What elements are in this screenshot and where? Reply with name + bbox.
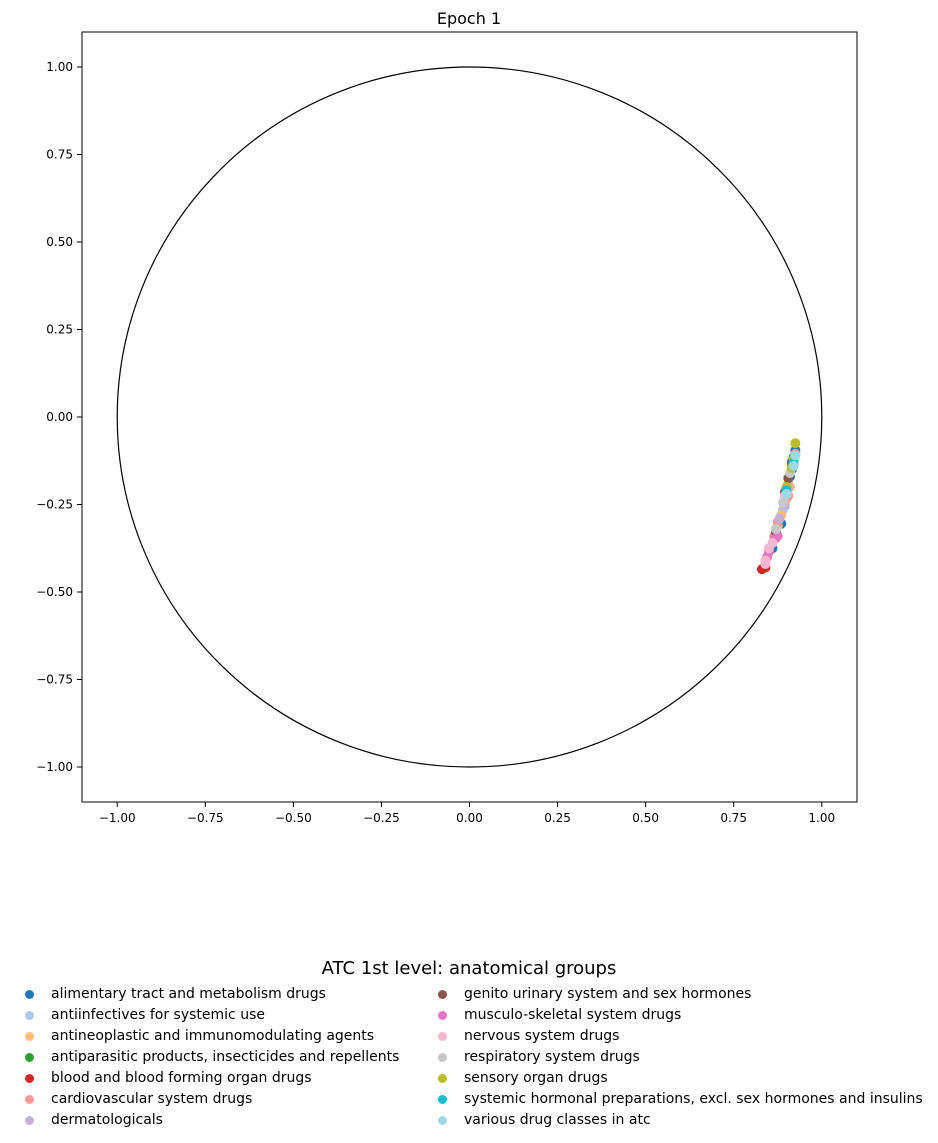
scatter-point (770, 524, 781, 534)
x-tick-label: 0.00 (456, 811, 483, 825)
scatter-point (774, 513, 785, 524)
x-tick-label: −0.75 (187, 811, 224, 825)
scatter-point (790, 450, 801, 461)
legend-marker-icon (25, 1074, 34, 1083)
legend-marker-icon (438, 1032, 447, 1041)
legend-marker-icon (25, 1116, 34, 1125)
scatter-chart: Epoch 1 −1.00 −0.75 −0.50 −0.25 0.00 0.25 0.50… (36, 9, 858, 825)
legend-label: antiinfectives for systemic use (51, 1007, 265, 1023)
legend-marker-icon (25, 1095, 34, 1104)
y-axis-ticks: −1.00 −0.75 −0.50 −0.25 0.00 0.25 0.50 0.75 1.00 (36, 60, 82, 774)
legend-label: various drug classes in atc (464, 1112, 651, 1128)
y-tick-label: 0.75 (46, 148, 73, 162)
legend-marker-icon (438, 1074, 447, 1083)
legend-marker-icon (25, 1011, 34, 1020)
points-layer (756, 438, 801, 575)
y-tick-label: −0.25 (36, 498, 73, 512)
x-axis-ticks: −1.00 −0.75 −0.50 −0.25 0.00 0.25 0.50 0.75 1.00 (99, 802, 835, 825)
y-tick-label: −0.75 (36, 673, 73, 687)
legend-marker-icon (438, 1095, 447, 1104)
legend-label: genito urinary system and sex hormones (464, 986, 752, 1002)
x-tick-label: −1.00 (99, 811, 136, 825)
y-tick-label: 0.25 (46, 323, 73, 337)
legend-label: dermatologicals (51, 1112, 163, 1128)
legend-label: systemic hormonal preparations, excl. se… (464, 1091, 923, 1107)
x-tick-label: 0.75 (720, 811, 747, 825)
y-tick-label: −1.00 (36, 760, 73, 774)
x-tick-label: 0.50 (632, 811, 659, 825)
legend-label: cardiovascular system drugs (51, 1091, 253, 1107)
legend-label: musculo-skeletal system drugs (464, 1007, 682, 1023)
legend-label: antiparasitic products, insecticides and… (51, 1049, 400, 1065)
legend-label: antineoplastic and immunomodulating agen… (51, 1028, 375, 1044)
legend-marker-icon (438, 990, 447, 999)
y-tick-label: 0.50 (46, 235, 73, 249)
y-tick-label: 0.00 (46, 410, 73, 424)
legend-marker-icon (438, 1011, 447, 1020)
scatter-point (790, 438, 801, 449)
legend-marker-icon (25, 990, 34, 999)
legend-label: respiratory system drugs (464, 1049, 640, 1065)
legend-label: alimentary tract and metabolism drugs (51, 986, 326, 1002)
x-tick-label: −0.25 (363, 811, 400, 825)
x-tick-label: 0.25 (544, 811, 571, 825)
legend-label: blood and blood forming organ drugs (51, 1070, 312, 1086)
scatter-point (778, 497, 789, 508)
unit-circle-layer (116, 66, 823, 768)
legend-marker-icon (438, 1053, 447, 1062)
chart-title: Epoch 1 (437, 9, 501, 28)
scatter-point (767, 538, 778, 548)
plot-frame (81, 31, 858, 803)
legend-label: nervous system drugs (464, 1028, 620, 1044)
y-tick-label: −0.50 (36, 585, 73, 599)
x-tick-label: 1.00 (808, 811, 835, 825)
scatter-point (788, 461, 799, 471)
scatter-point (760, 559, 771, 569)
legend-label: sensory organ drugs (464, 1070, 608, 1086)
x-tick-label: −0.50 (275, 811, 312, 825)
legend-title: ATC 1st level: anatomical groups (321, 958, 617, 979)
legend-marker-icon (25, 1053, 34, 1062)
y-tick-label: 1.00 (46, 60, 73, 74)
legend-marker-icon (438, 1116, 447, 1125)
scatter-point (781, 489, 792, 499)
unit-circle (116, 66, 823, 768)
legend-marker-icon (25, 1032, 34, 1041)
